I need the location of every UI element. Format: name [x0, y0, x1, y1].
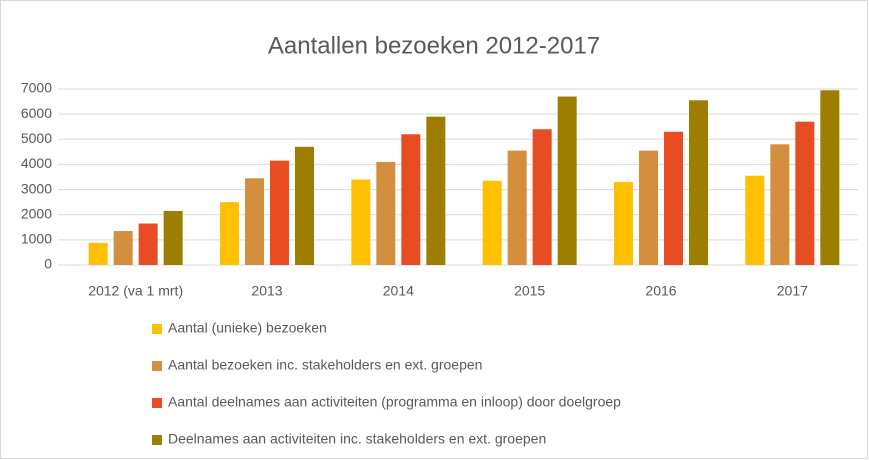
x-tick-label: 2012 (va 1 mrt) [88, 283, 183, 299]
legend-label: Aantal deelnames aan activiteiten (progr… [168, 394, 621, 410]
legend-label: Aantal (unieke) bezoeken [168, 320, 327, 336]
bar [163, 210, 183, 265]
bar [507, 150, 527, 265]
bar [532, 129, 552, 265]
bar [138, 223, 158, 265]
bar [245, 178, 264, 265]
y-tick-label: 0 [44, 256, 52, 272]
bar [376, 161, 396, 265]
y-tick-label: 1000 [21, 231, 52, 247]
bar [664, 131, 683, 265]
bar [220, 202, 239, 265]
bar [639, 150, 658, 265]
x-tick-label: 2013 [251, 283, 282, 299]
y-tick-label: 4000 [21, 155, 52, 171]
y-tick-label: 3000 [21, 180, 52, 196]
y-tick-label: 6000 [21, 105, 52, 121]
bar [557, 96, 577, 266]
x-tick-label: 2016 [645, 283, 676, 299]
bar [426, 116, 446, 266]
bar [770, 144, 790, 265]
x-tick-label: 2015 [514, 283, 545, 299]
bar [745, 175, 765, 265]
bar [482, 180, 502, 265]
legend-swatch [152, 324, 162, 334]
legend-swatch [152, 361, 162, 371]
bar [295, 146, 314, 265]
bar [113, 231, 133, 265]
y-tick-label: 7000 [21, 80, 52, 96]
bar [820, 90, 840, 265]
legend-label: Aantal bezoeken inc. stakeholders en ext… [168, 357, 482, 373]
legend-swatch [152, 398, 162, 408]
legend-label: Deelnames aan activiteiten inc. stakehol… [168, 431, 546, 447]
y-tick-label: 2000 [21, 205, 52, 221]
y-tick-label: 5000 [21, 130, 52, 146]
bar [88, 242, 108, 265]
bar [795, 121, 815, 265]
x-tick-label: 2014 [383, 283, 414, 299]
x-tick-label: 2017 [777, 283, 808, 299]
chart-title: Aantallen bezoeken 2012-2017 [268, 32, 600, 59]
bar [614, 182, 633, 265]
bar [351, 179, 371, 265]
bar [689, 100, 708, 265]
bar [270, 160, 289, 265]
legend-swatch [152, 435, 162, 445]
bar [401, 134, 421, 265]
